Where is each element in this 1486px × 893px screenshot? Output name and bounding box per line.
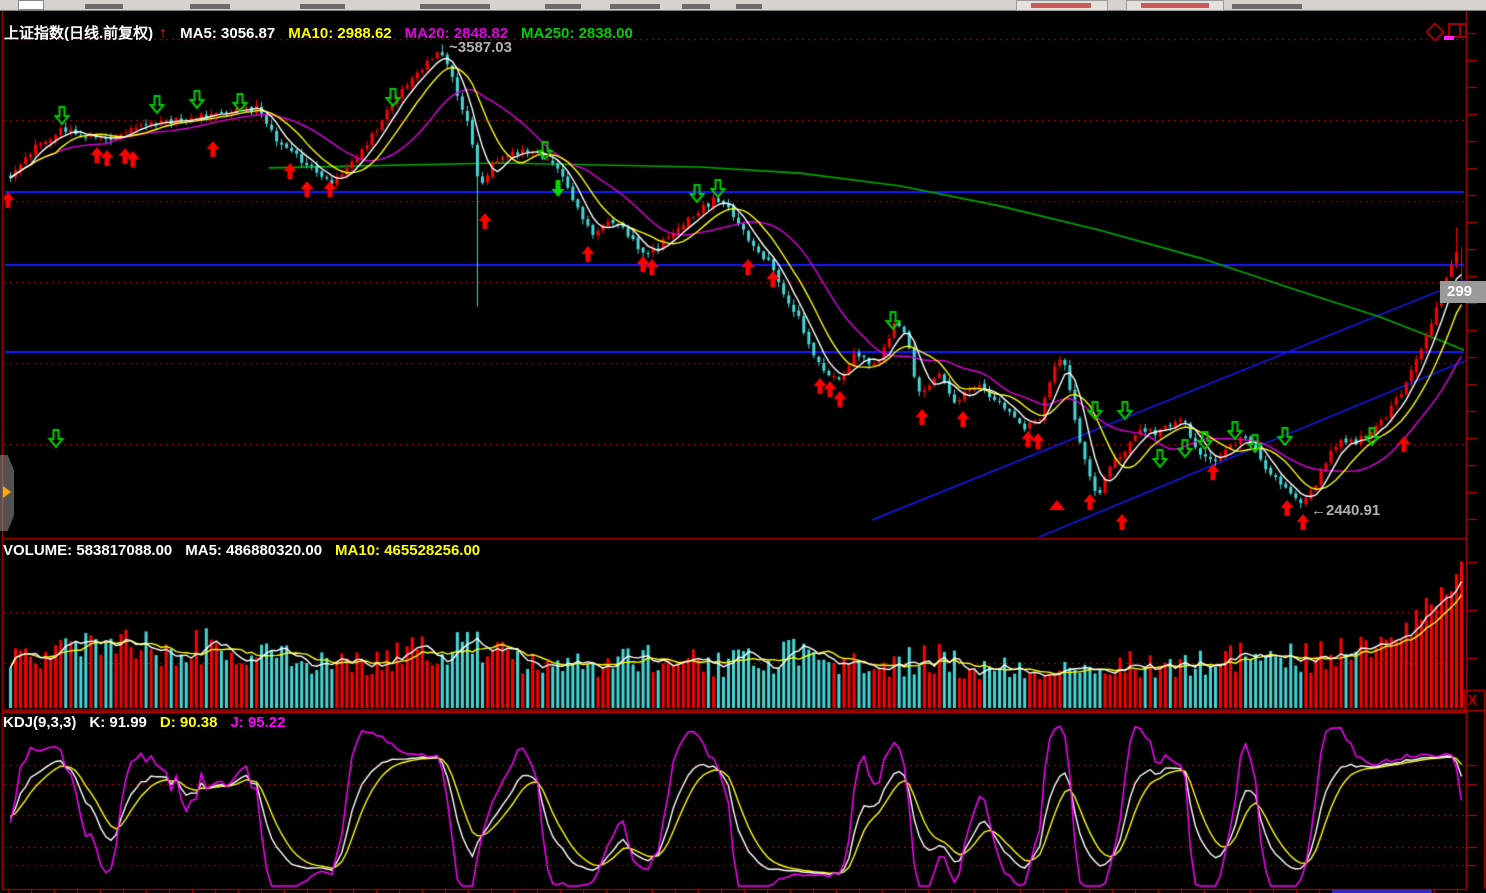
d-value: D: 90.38 bbox=[159, 714, 218, 731]
toolbar-item[interactable] bbox=[682, 4, 710, 9]
toolbar-item[interactable] bbox=[85, 4, 123, 9]
toolbar bbox=[0, 0, 1486, 11]
k-value: K: 91.99 bbox=[89, 714, 147, 731]
peak-price-label: ~3587.03 bbox=[449, 39, 512, 56]
window-split-icon[interactable] bbox=[1448, 23, 1467, 38]
toolbar-item[interactable] bbox=[545, 4, 581, 9]
ma20-label: MA20: 2848.82 bbox=[404, 25, 509, 42]
toolbar-button[interactable] bbox=[1016, 0, 1108, 11]
magenta-marker-icon bbox=[1444, 36, 1454, 40]
ma10-label: MA10: 2988.62 bbox=[288, 25, 392, 42]
toolbar-button[interactable] bbox=[1126, 0, 1224, 11]
toolbar-item[interactable] bbox=[300, 4, 345, 9]
volume-panel-header: VOLUME: 583817088.00 MA5: 486880320.00 MA1… bbox=[3, 542, 493, 559]
ma5-label: MA5: 3056.87 bbox=[180, 25, 276, 42]
volume-ma10-label: MA10: 465528256.00 bbox=[335, 542, 481, 559]
toolbar-item[interactable] bbox=[736, 4, 762, 9]
volume-label: VOLUME: 583817088.00 bbox=[3, 542, 173, 559]
toolbar-item[interactable] bbox=[190, 4, 230, 9]
kdj-panel-header: KDJ(9,3,3) K: 91.99 D: 90.38 J: 95.22 bbox=[3, 714, 299, 731]
sidebar-slide-handle[interactable] bbox=[0, 455, 14, 531]
j-value: J: 95.22 bbox=[230, 714, 286, 731]
last-price-tag: 299 bbox=[1440, 281, 1486, 303]
expand-arrow-icon bbox=[3, 486, 11, 498]
symbol-title[interactable]: 上证指数(日线.前复权) bbox=[4, 25, 154, 42]
main-panel-header: 上证指数(日线.前复权) ↑ MA5: 3056.87 MA10: 2988.62 MA… bbox=[4, 22, 646, 43]
toolbar-item[interactable] bbox=[610, 4, 660, 9]
ma250-label: MA250: 2838.00 bbox=[521, 25, 633, 42]
volume-ma5-label: MA5: 486880320.00 bbox=[185, 542, 323, 559]
toolbar-doc-icon[interactable] bbox=[18, 0, 44, 10]
trough-price-label: ←2440.91 bbox=[1311, 502, 1381, 519]
toolbar-item[interactable] bbox=[420, 4, 490, 9]
toolbar-item[interactable] bbox=[1232, 4, 1302, 9]
up-arrow-icon: ↑ bbox=[159, 25, 168, 42]
kdj-title[interactable]: KDJ(9,3,3) bbox=[3, 714, 77, 731]
